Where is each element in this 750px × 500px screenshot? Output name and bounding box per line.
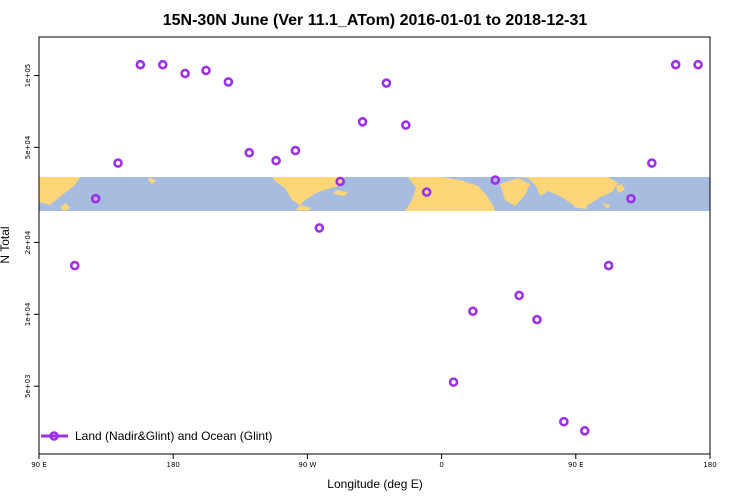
data-point: [514, 290, 524, 301]
x-tick-label: 90 W: [298, 461, 316, 469]
data-point: [468, 306, 478, 317]
chart-title: 15N-30N June (Ver 11.1_ATom) 2016-01-01 …: [163, 12, 588, 29]
data-point: [180, 68, 190, 79]
x-tick-label: 90 E: [568, 461, 584, 469]
data-point: [223, 77, 234, 87]
data-point: [579, 426, 590, 436]
y-tick-label: 1e+05: [24, 64, 32, 88]
data-point: [90, 193, 101, 204]
legend-label: Land (Nadir&Glint) and Ocean (Glint): [75, 429, 272, 443]
legend-marker: [49, 431, 59, 441]
data-point: [381, 78, 392, 88]
data-point: [626, 193, 636, 204]
data-point: [559, 416, 569, 427]
data-point: [532, 314, 542, 325]
data-points: [69, 59, 703, 436]
data-point: [448, 377, 459, 387]
x-tick-label: 90 E: [31, 461, 47, 469]
data-point: [244, 147, 255, 158]
y-tick-label: 1e+04: [24, 302, 32, 326]
data-point: [290, 145, 301, 156]
data-point: [201, 65, 211, 76]
x-tick-label: 180: [167, 461, 180, 469]
data-point: [647, 158, 657, 168]
data-point: [69, 260, 80, 271]
world-map-strip: [39, 177, 710, 211]
data-point: [271, 155, 281, 166]
x-tick-label: 0: [439, 461, 443, 469]
data-point: [693, 59, 703, 70]
plot-frame: [38, 36, 711, 455]
data-point: [490, 175, 501, 185]
data-point: [135, 59, 146, 70]
x-axis-label: Longitude (deg E): [327, 477, 422, 491]
data-point: [335, 176, 346, 187]
data-point: [603, 260, 614, 271]
y-axis-label: N Total: [0, 226, 12, 263]
data-point: [357, 117, 368, 127]
data-point: [670, 59, 681, 70]
data-point: [113, 158, 123, 168]
data-point: [157, 59, 168, 70]
x-tick-label: 180: [703, 461, 716, 469]
data-point: [314, 223, 325, 233]
data-point: [401, 120, 411, 130]
legend: Land (Nadir&Glint) and Ocean (Glint): [41, 429, 272, 443]
y-tick-label: 2e+04: [24, 230, 32, 254]
data-point: [421, 187, 432, 197]
y-axis: 5e+03 1e+04 2e+04 5e+04 1e+05: [24, 64, 39, 398]
x-axis: 90 E 180 90 W 0 90 E 180: [31, 454, 717, 469]
y-tick-label: 5e+03: [24, 374, 32, 398]
y-tick-label: 5e+04: [24, 135, 32, 159]
